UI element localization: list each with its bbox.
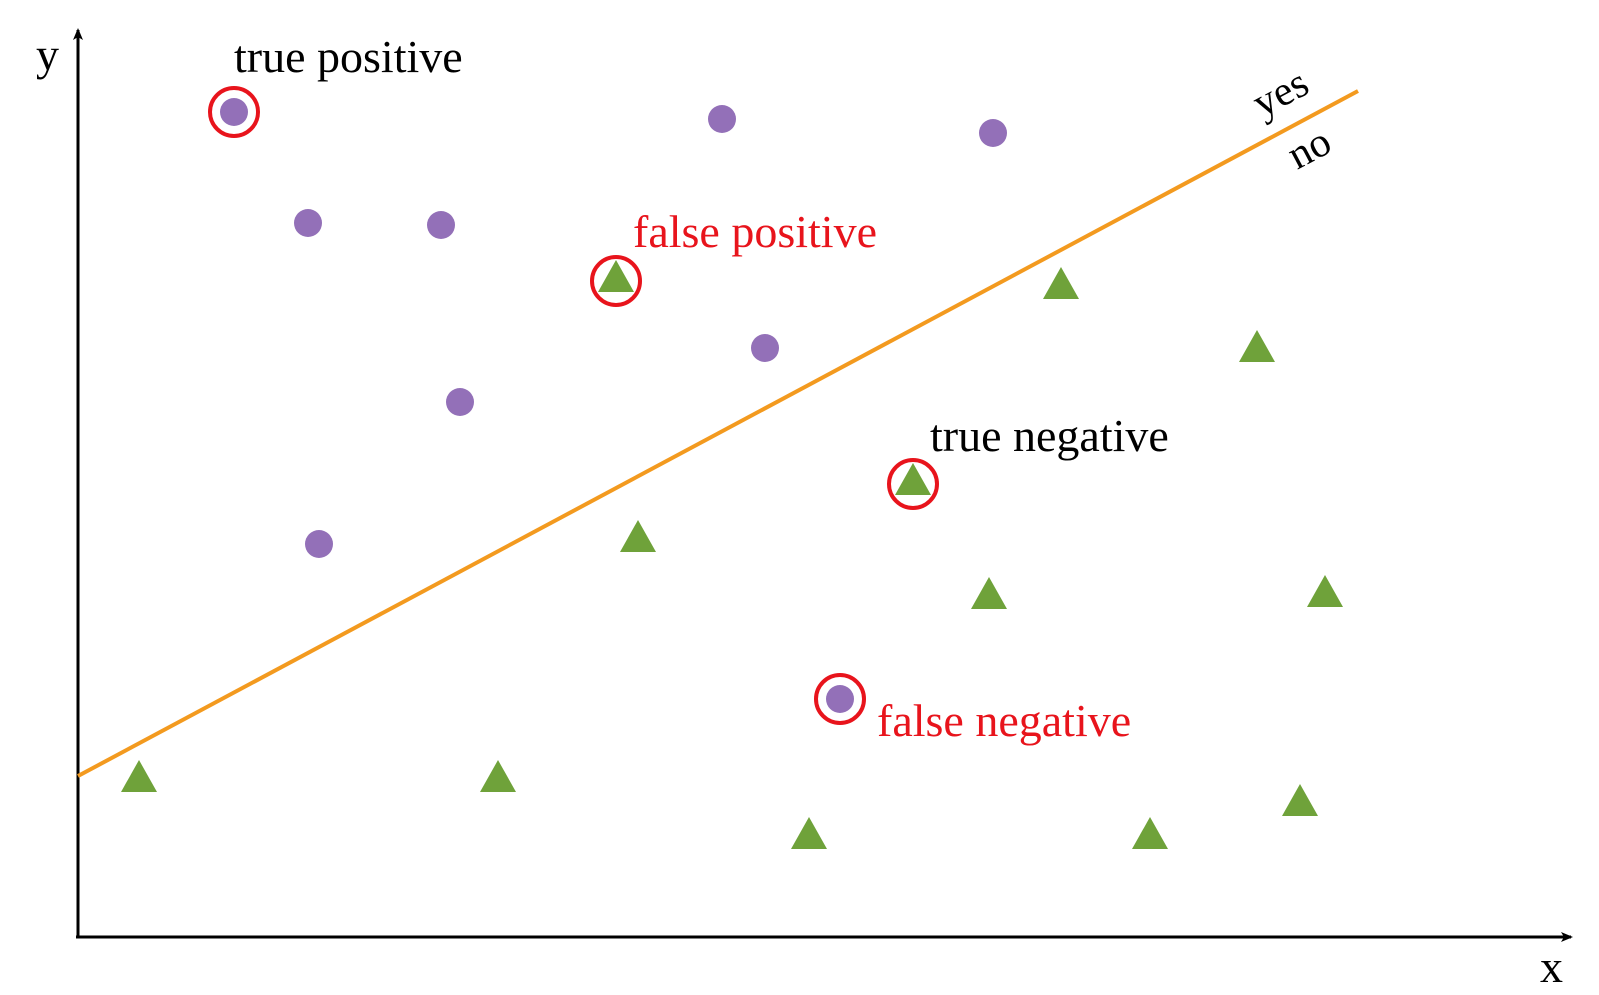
positive-point: [826, 685, 854, 713]
false-positive-label: false positive: [633, 206, 877, 257]
x-axis-label: x: [1540, 941, 1563, 992]
true-positive-ring: [208, 86, 260, 138]
positive-point: [708, 105, 736, 133]
negative-point: [1043, 267, 1079, 299]
negative-point: [1282, 784, 1318, 816]
negative-point: [480, 760, 516, 792]
negative-point: [121, 760, 157, 792]
positive-point: [427, 211, 455, 239]
positive-point: [979, 119, 1007, 147]
boundary-yes-label: yes: [1245, 60, 1316, 127]
false-positive-ring: [590, 255, 642, 307]
negative-point: [791, 817, 827, 849]
true-negative-label: true negative: [930, 410, 1169, 461]
positive-point: [294, 209, 322, 237]
negative-points: [121, 260, 1343, 849]
y-axis-label: y: [36, 29, 59, 80]
negative-point: [1239, 330, 1275, 362]
negative-point: [620, 520, 656, 552]
positive-point: [220, 98, 248, 126]
positive-point: [446, 388, 474, 416]
negative-point: [1132, 817, 1168, 849]
positive-points: [220, 98, 1007, 713]
negative-point: [971, 577, 1007, 609]
false-negative-label: false negative: [877, 695, 1131, 746]
negative-point: [895, 463, 931, 495]
decision-boundary: [77, 89, 1359, 778]
negative-point: [1307, 575, 1343, 607]
positive-point: [305, 530, 333, 558]
false-negative-ring: [814, 673, 866, 725]
negative-point: [598, 260, 634, 292]
highlight-rings: [208, 86, 939, 725]
true-negative-ring: [887, 458, 939, 510]
true-positive-label: true positive: [234, 31, 463, 82]
positive-point: [751, 334, 779, 362]
